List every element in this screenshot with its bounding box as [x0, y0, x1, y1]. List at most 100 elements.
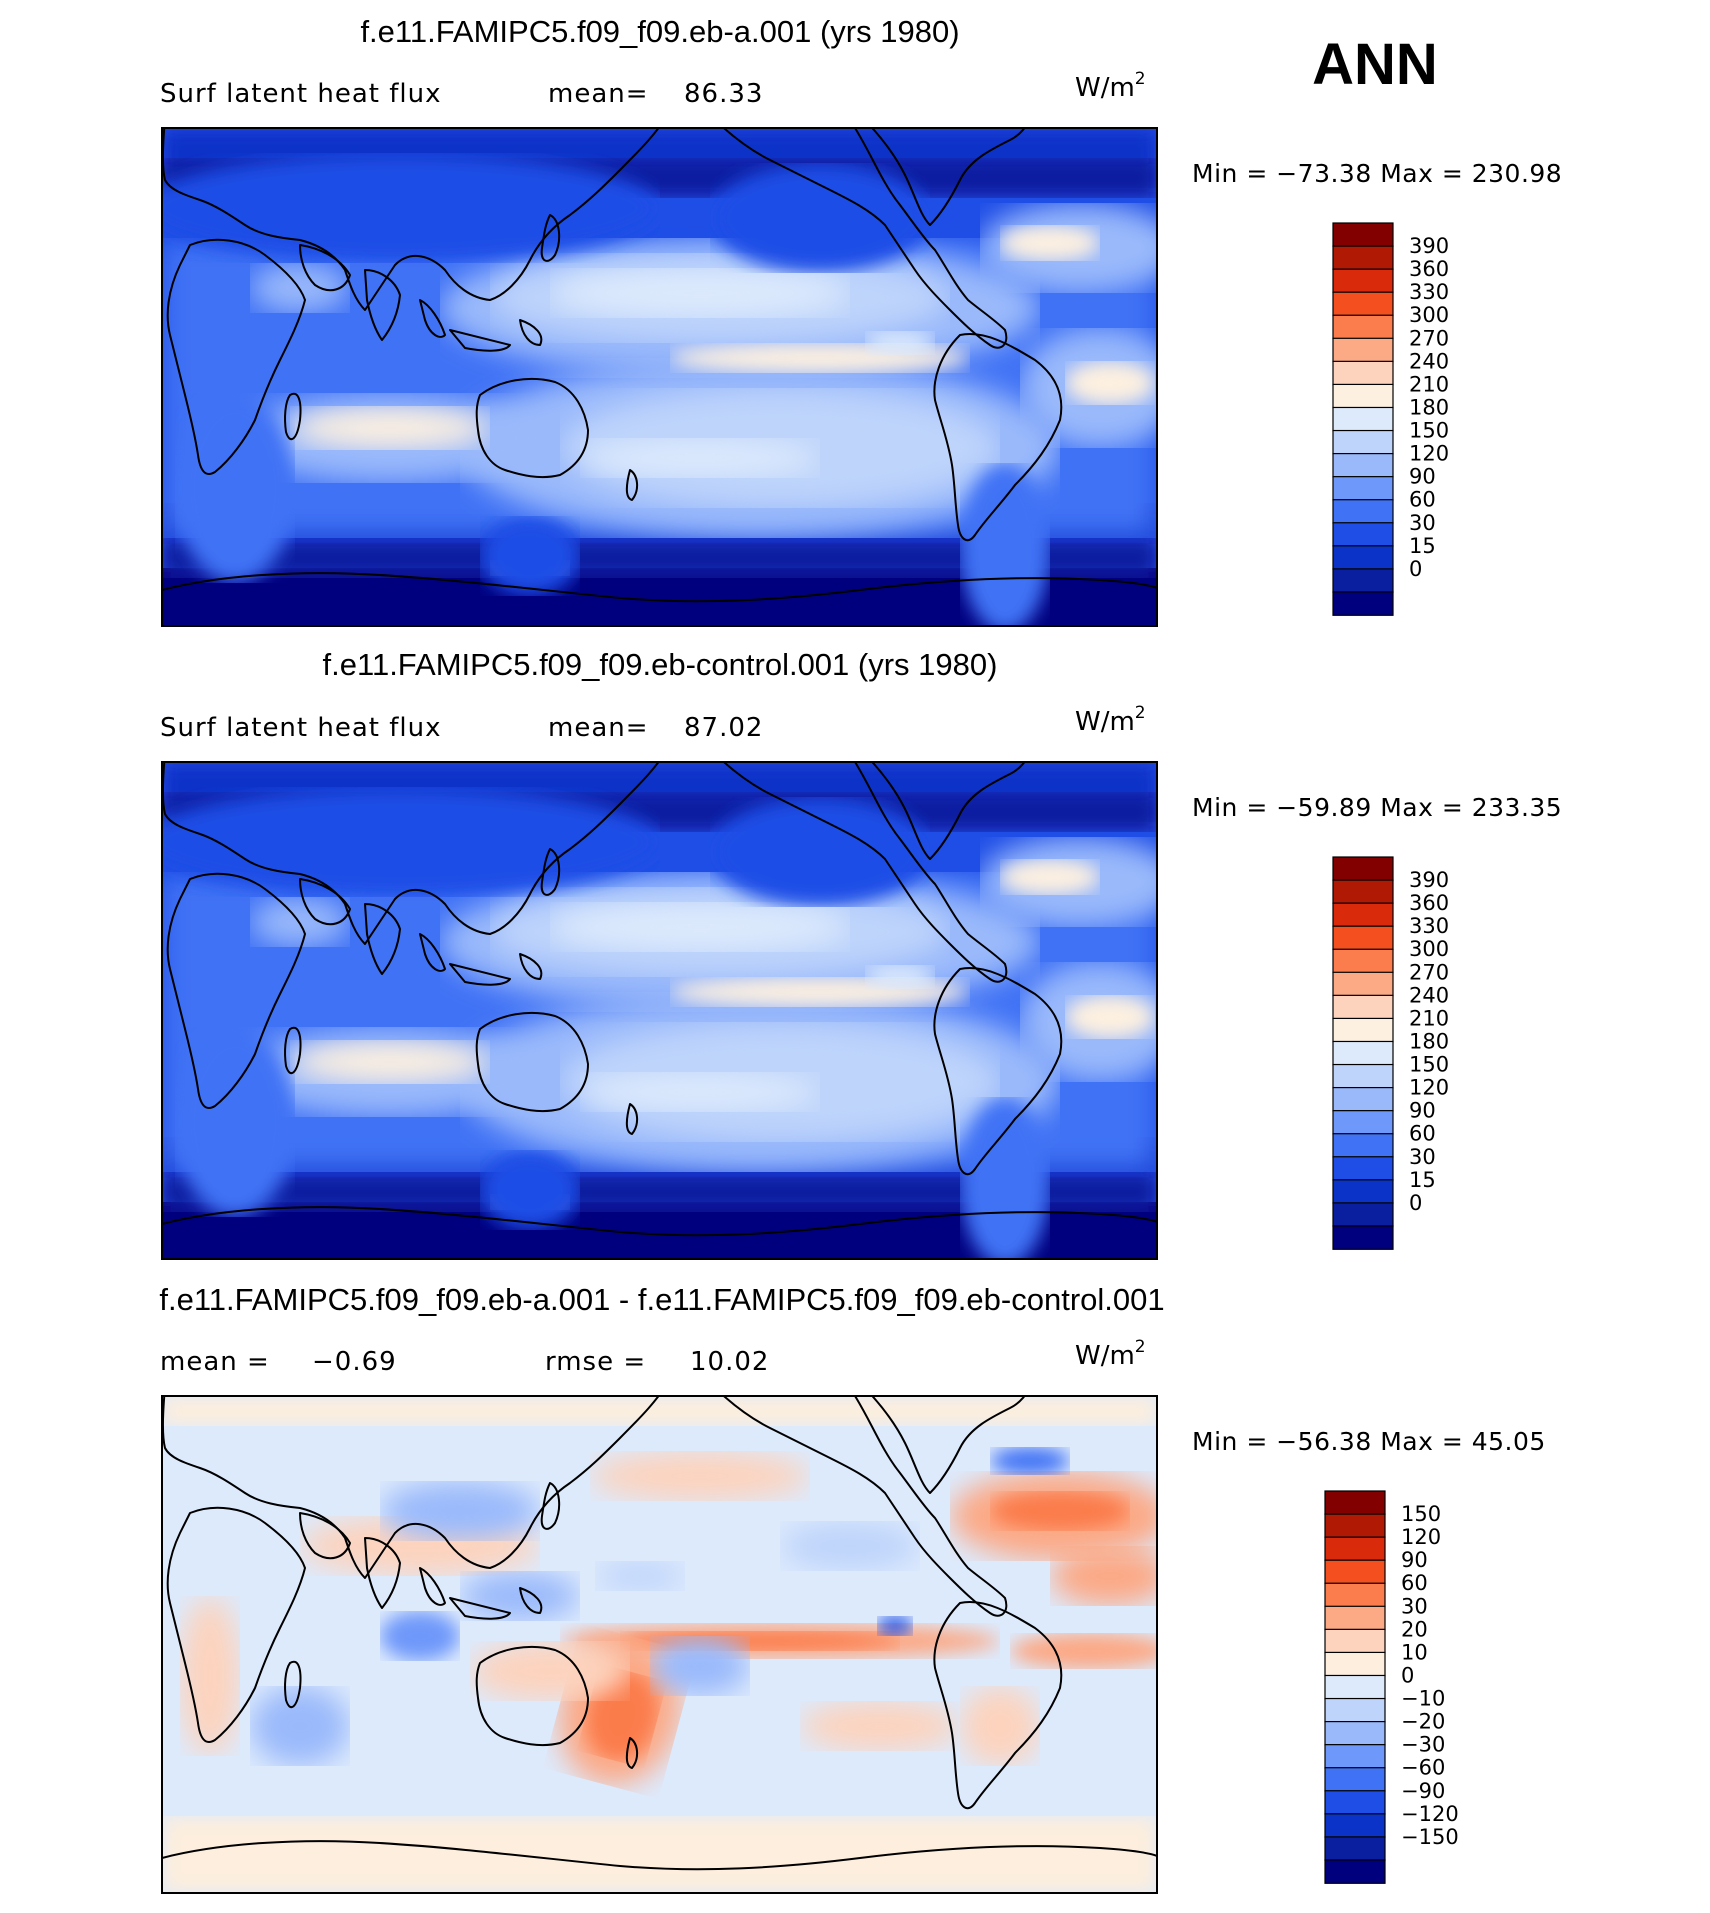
contour-region — [580, 438, 820, 478]
colorbar-swatch — [1332, 1017, 1394, 1043]
panel-title: f.e11.FAMIPC5.f09_f09.eb-a.001 (yrs 1980… — [360, 14, 959, 49]
colorbar-tick-label: 60 — [1409, 488, 1436, 512]
colorbar-swatch — [1324, 1513, 1386, 1539]
colorbar-swatch — [1324, 1767, 1386, 1792]
colorbar-tick-label: 120 — [1409, 442, 1449, 466]
contour-region — [586, 1671, 658, 1761]
colorbar-swatch — [1332, 268, 1394, 294]
contour-region — [290, 1040, 490, 1084]
contour-region — [710, 797, 930, 907]
colorbar-tick-label: 300 — [1409, 303, 1449, 327]
variable-label: Surf latent heat flux — [160, 79, 441, 109]
contour-region — [865, 331, 935, 355]
season-label: ANN — [1312, 32, 1438, 97]
contour-region — [480, 516, 580, 596]
colorbar-swatch — [1324, 1628, 1386, 1654]
contour-region — [990, 1447, 1070, 1475]
colorbar-swatch — [1324, 1605, 1386, 1631]
colorbar-tick-label: 0 — [1401, 1664, 1414, 1688]
colorbar-tick-label: 210 — [1409, 372, 1449, 396]
colorbar-swatch — [1324, 1720, 1386, 1746]
colorbar-swatch — [1324, 1651, 1386, 1677]
min-max-readout: Min = −56.38 Max = 45.05 — [1192, 1427, 1546, 1456]
colorbar-swatch — [1332, 925, 1394, 951]
contour-region — [162, 787, 660, 897]
colorbar-swatch — [1332, 1202, 1394, 1227]
colorbar-tick-label: 60 — [1409, 1122, 1436, 1146]
contour-band — [162, 1816, 1157, 1893]
contour-region — [877, 1616, 913, 1636]
panel-difference: f.e11.FAMIPC5.f09_f09.eb-a.001 - f.e11.F… — [159, 1282, 1546, 1894]
rmse-label: rmse = — [545, 1347, 646, 1377]
contour-region — [1010, 1633, 1157, 1669]
colorbar-tick-label: −120 — [1401, 1802, 1459, 1826]
contour-region — [1065, 995, 1155, 1039]
colorbar-swatch — [1324, 1490, 1386, 1515]
map-frame — [161, 761, 1158, 1260]
mean-label: mean= — [548, 713, 649, 743]
contour-region — [1000, 225, 1100, 261]
colorbar-swatch — [1332, 1133, 1394, 1158]
colorbar-swatch — [1332, 245, 1394, 271]
panel-title: f.e11.FAMIPC5.f09_f09.eb-a.001 - f.e11.F… — [159, 1282, 1164, 1317]
map-field — [162, 1396, 1157, 1893]
variable-label: Surf latent heat flux — [160, 713, 441, 743]
contour-fill — [162, 128, 1157, 626]
colorbar-tick-label: 60 — [1401, 1571, 1428, 1595]
contour-region — [960, 1686, 1040, 1766]
colorbar-swatch — [1332, 902, 1394, 928]
units-label: W/m2 — [1075, 703, 1146, 737]
colorbar-swatch — [1332, 337, 1394, 363]
colorbar-swatch — [1332, 568, 1394, 593]
contour-region — [590, 1451, 810, 1501]
colorbar-swatch — [1324, 1790, 1386, 1815]
colorbar-swatch — [1332, 591, 1394, 616]
colorbar-tick-label: 150 — [1401, 1502, 1441, 1526]
colorbar-tick-label: 360 — [1409, 891, 1449, 915]
contour-region — [800, 1701, 960, 1751]
colorbar-tick-label: 120 — [1401, 1525, 1441, 1549]
contour-region — [175, 393, 295, 583]
colorbar-swatch — [1332, 522, 1394, 547]
colorbar-swatch — [1332, 291, 1394, 317]
colorbar-swatch — [1324, 1836, 1386, 1861]
units-label: W/m2 — [1075, 1337, 1146, 1371]
map-field — [162, 762, 1157, 1259]
colorbar-swatch — [1324, 1859, 1386, 1884]
contour-region — [595, 1561, 685, 1591]
colorbar-swatch — [1332, 314, 1394, 340]
colorbar-swatch — [1332, 1225, 1394, 1250]
colorbar-tick-label: 0 — [1409, 557, 1422, 581]
contour-region — [650, 1636, 750, 1696]
colorbar-swatch — [1324, 1744, 1386, 1769]
colorbar-tick-label: −20 — [1401, 1710, 1445, 1734]
colorbar-swatch — [1332, 222, 1394, 247]
colorbar-swatch — [1332, 1156, 1394, 1181]
contour-region — [580, 1072, 820, 1112]
contour-region — [1065, 361, 1155, 405]
units-label: W/m2 — [1075, 69, 1146, 103]
contour-region — [290, 406, 490, 450]
colorbar-tick-label: 15 — [1409, 534, 1436, 558]
colorbar-tick-label: −60 — [1401, 1756, 1445, 1780]
min-max-readout: Min = −73.38 Max = 230.98 — [1192, 159, 1562, 188]
contour-region — [460, 1571, 580, 1621]
colorbar-swatch — [1332, 406, 1394, 432]
colorbar-swatch — [1332, 1063, 1394, 1089]
colorbar-swatch — [1332, 994, 1394, 1020]
panel-middle: f.e11.FAMIPC5.f09_f09.eb-control.001 (yr… — [160, 647, 1562, 1260]
colorbar-tick-label: −30 — [1401, 1733, 1445, 1757]
mean-label: mean = — [160, 1347, 270, 1377]
colorbar-tick-label: 240 — [1409, 349, 1449, 373]
colorbar-tick-label: 390 — [1409, 234, 1449, 258]
colorbar-swatch — [1332, 383, 1394, 409]
colorbar-swatch — [1324, 1582, 1386, 1608]
colorbar-swatch — [1332, 360, 1394, 386]
colorbar-swatch — [1332, 971, 1394, 997]
contour-region — [550, 268, 850, 318]
contour-region — [865, 965, 935, 989]
colorbar-tick-label: 270 — [1409, 326, 1449, 350]
